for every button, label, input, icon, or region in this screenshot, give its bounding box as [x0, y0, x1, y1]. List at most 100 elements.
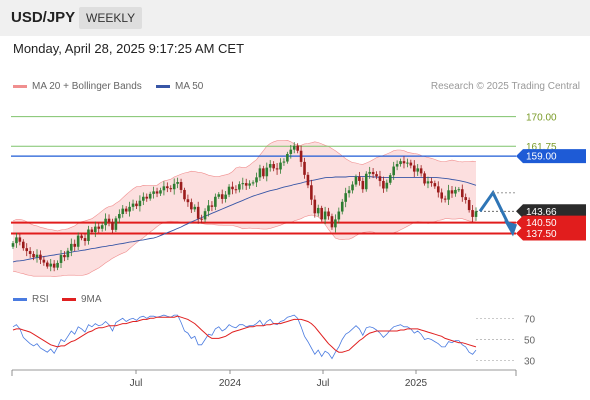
rsi-tick-2: 70	[524, 314, 536, 325]
rsi-panel: 30 50 70	[12, 314, 536, 368]
candle-body-88	[313, 199, 317, 214]
candle-body-36	[135, 203, 138, 207]
candle-body-21	[83, 238, 87, 242]
candle-body-29	[111, 221, 114, 230]
x-label-3: 2025	[405, 378, 428, 389]
legend-9ma-swatch	[62, 297, 76, 301]
candle-body-109	[385, 182, 389, 189]
period-button[interactable]: WEEKLY	[79, 7, 143, 29]
candle-body-4	[25, 248, 29, 252]
candle-body-122	[430, 181, 433, 184]
candle-body-61	[220, 194, 224, 199]
level-label-5: 137.50	[526, 229, 557, 240]
candle-body-54	[196, 206, 200, 219]
legend-ma50-swatch	[156, 84, 170, 88]
candle-body-48	[176, 182, 179, 184]
candle-body-45	[166, 186, 169, 189]
legend-rsi-label: RSI	[32, 294, 49, 305]
candle-body-125	[440, 192, 444, 199]
candle-body-13	[56, 262, 59, 268]
candles	[11, 142, 478, 272]
x-axis: Jul 2024 Jul 2025	[11, 369, 517, 389]
candle-body-39	[145, 196, 149, 199]
header-bar: USD/JPY WEEKLY	[0, 0, 590, 36]
candle-body-104	[368, 171, 371, 174]
legend-bollinger-label: MA 20 + Bollinger Bands	[32, 81, 142, 92]
ma50-line	[12, 176, 477, 263]
candle-body-78	[279, 162, 282, 170]
level-label-2: 159.00	[526, 152, 557, 163]
bollinger-upper-line	[12, 139, 477, 232]
candle-body-51	[186, 199, 190, 203]
candle-body-90	[320, 207, 323, 220]
candle-body-2	[18, 237, 22, 242]
candle-body-20	[80, 235, 83, 239]
candle-body-47	[172, 183, 176, 190]
candle-body-69	[248, 183, 251, 186]
candle-body-114	[402, 161, 406, 164]
legend-rsi-swatch	[13, 297, 27, 301]
candle-body-15	[63, 255, 66, 258]
candle-body-18	[73, 243, 77, 247]
candle-body-56	[203, 211, 207, 220]
candle-body-82	[292, 145, 296, 150]
candle-body-100	[354, 176, 358, 185]
candle-body-53	[193, 206, 197, 210]
candle-body-103	[364, 173, 368, 190]
candle-body-28	[107, 218, 111, 222]
x-label-0: Jul	[130, 378, 143, 389]
legend-rsi: RSI	[13, 294, 49, 305]
candle-body-16	[66, 250, 70, 258]
candle-body-3	[21, 241, 25, 249]
candle-body-129	[454, 189, 457, 194]
legend-bollinger: MA 20 + Bollinger Bands	[13, 81, 142, 92]
level-label-4: 140.50	[526, 218, 557, 229]
candle-body-124	[436, 186, 440, 193]
candle-body-79	[282, 161, 286, 163]
candle-body-19	[76, 235, 80, 247]
candle-body-73	[262, 168, 265, 177]
x-label-1: 2024	[219, 378, 242, 389]
candle-body-50	[183, 189, 186, 200]
candle-body-62	[224, 194, 227, 199]
candle-body-86	[306, 174, 310, 186]
candle-body-6	[32, 253, 35, 258]
forecast-arrow	[478, 189, 517, 237]
rsi-series-0	[12, 314, 477, 360]
bollinger-lower-line	[12, 214, 477, 277]
candle-body-30	[114, 218, 118, 230]
candle-body-130	[457, 189, 461, 191]
moving-averages	[12, 176, 477, 263]
x-label-2: Jul	[317, 378, 330, 389]
candle-body-98	[347, 190, 351, 194]
level-badge-5	[516, 226, 586, 241]
candle-body-38	[142, 196, 145, 201]
candle-body-14	[59, 255, 63, 263]
credit-text: Research © 2025 Trading Central	[430, 81, 580, 92]
candle-body-102	[361, 180, 365, 190]
candle-body-95	[337, 211, 341, 220]
candle-body-57	[207, 205, 210, 212]
candle-body-71	[255, 177, 258, 183]
candle-body-99	[351, 184, 354, 191]
candle-body-121	[426, 181, 430, 184]
level-badge-3	[516, 204, 586, 219]
candle-body-108	[382, 180, 385, 189]
candle-body-25	[97, 226, 101, 229]
level-label-0: 170.00	[526, 113, 557, 124]
candle-body-26	[100, 225, 104, 229]
candle-body-52	[190, 202, 193, 210]
candle-body-7	[35, 254, 39, 258]
legend-ma50: MA 50	[156, 81, 203, 92]
candle-body-59	[214, 196, 217, 207]
candle-body-84	[299, 150, 303, 162]
level-label-1: 161.75	[526, 142, 557, 153]
candle-body-8	[39, 254, 42, 260]
candle-body-65	[234, 189, 238, 191]
candle-body-75	[268, 164, 272, 168]
candle-body-0	[11, 243, 15, 247]
level-label-3: 143.66	[526, 207, 557, 218]
candle-body-74	[265, 167, 269, 177]
candle-body-5	[28, 251, 32, 254]
candle-body-11	[49, 263, 53, 267]
